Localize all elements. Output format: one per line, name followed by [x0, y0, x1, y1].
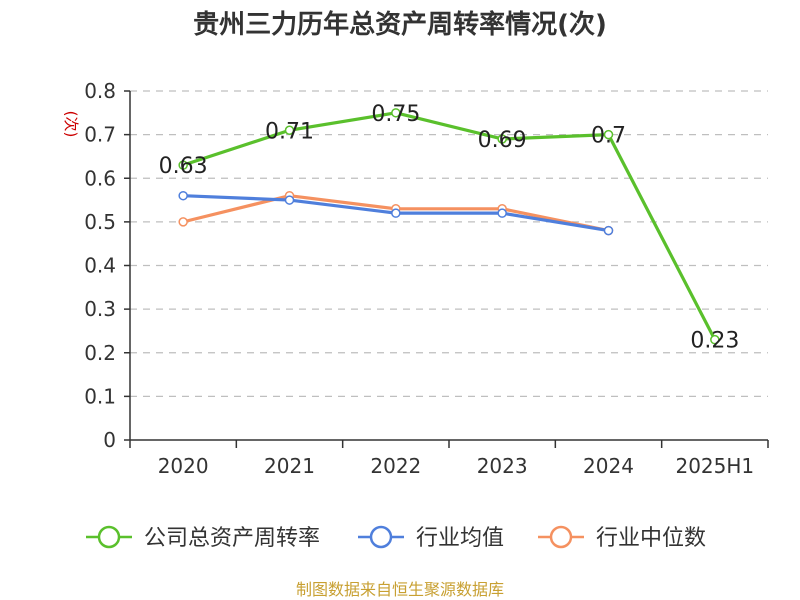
- data-label: 0.7: [591, 124, 626, 149]
- data-point: [603, 129, 614, 140]
- legend-marker: [97, 525, 121, 549]
- y-tick-label: 0.1: [84, 384, 116, 408]
- series-lines: [178, 108, 720, 345]
- x-tick-label: 2020: [158, 454, 209, 478]
- source-note: 制图数据来自恒生聚源数据库: [296, 580, 504, 599]
- chart-title: 贵州三力历年总资产周转率情况(次): [193, 9, 607, 40]
- y-tick-label: 0.7: [84, 123, 116, 147]
- legend-marker: [369, 525, 393, 549]
- x-tick-label: 2022: [370, 454, 421, 478]
- x-tick-label: 2024: [583, 454, 634, 478]
- data-point: [178, 217, 188, 227]
- y-axis: 0 0.1 0.2 0.3 0.4 0.5 0.6 0.7 0.8: [84, 79, 131, 452]
- x-axis: 2020 2021 2022 2023 2024 2025H1: [129, 439, 769, 478]
- data-point: [391, 208, 401, 218]
- legend-marker: [549, 525, 573, 549]
- data-point: [603, 225, 614, 236]
- data-label: 0.71: [265, 119, 314, 144]
- legend-label: 公司总资产周转率: [144, 526, 320, 551]
- y-tick-label: 0.5: [84, 210, 116, 234]
- y-tick-label: 0.3: [84, 297, 116, 321]
- data-point: [710, 334, 720, 345]
- data-label: 0.75: [371, 102, 420, 127]
- y-tick-label: 0.6: [84, 166, 116, 190]
- legend[interactable]: 公司总资产周转率 行业均值 行业中位数: [86, 525, 706, 551]
- data-label: 0.69: [478, 128, 527, 153]
- y-tick-label: 0.8: [84, 79, 116, 103]
- data-point: [284, 195, 295, 205]
- y-tick-label: 0.4: [84, 254, 116, 278]
- gridlines: [130, 90, 768, 397]
- y-axis-unit: (次): [62, 111, 80, 138]
- data-label: 0.63: [159, 154, 208, 179]
- legend-item-0[interactable]: 公司总资产周转率: [86, 525, 320, 551]
- y-tick-label: 0: [103, 428, 116, 452]
- data-point: [178, 160, 188, 170]
- legend-item-2[interactable]: 行业中位数: [538, 525, 706, 551]
- series-line-0: [182, 111, 717, 341]
- x-tick-label: 2025H1: [675, 454, 754, 478]
- legend-label: 行业中位数: [596, 526, 706, 551]
- data-point: [497, 134, 507, 144]
- legend-label: 行业均值: [416, 526, 504, 551]
- data-labels: 0.63 0.71 0.75 0.69 0.7 0.23: [159, 102, 740, 354]
- x-tick-label: 2023: [477, 454, 528, 478]
- x-tick-label: 2021: [264, 454, 315, 478]
- data-point: [178, 190, 188, 201]
- data-point: [391, 108, 401, 118]
- legend-item-1[interactable]: 行业均值: [358, 525, 504, 551]
- data-point: [284, 125, 295, 136]
- data-label: 0.23: [690, 329, 739, 354]
- data-point: [497, 208, 507, 218]
- y-tick-label: 0.2: [84, 341, 116, 365]
